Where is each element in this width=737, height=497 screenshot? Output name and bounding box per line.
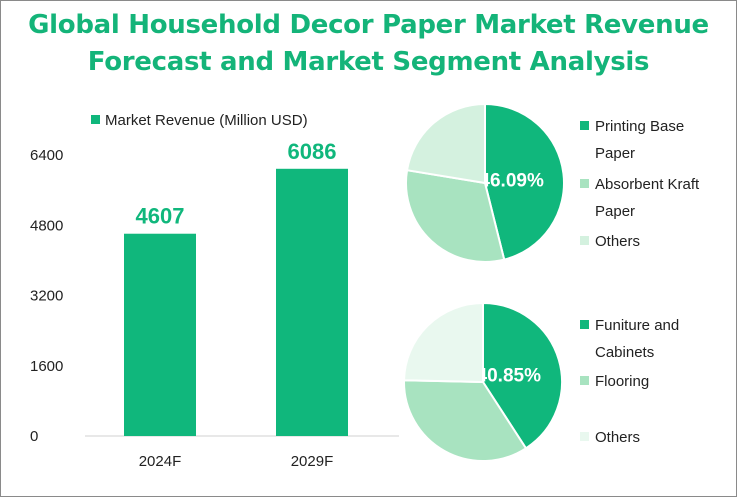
pie-legend-label: Printing Base Paper (595, 118, 684, 162)
y-tick-label: 0 (30, 428, 38, 445)
pie-chart-application: 40.85% (402, 301, 563, 462)
bar-data-label: 6086 (288, 139, 337, 164)
pie-slice (405, 169, 506, 263)
bar-chart: Market Revenue (Million USD) 0 1600 3200 48… (30, 112, 399, 470)
x-tick-label: 2029F (291, 453, 334, 470)
y-tick-label: 4800 (30, 217, 63, 234)
pie-legend-swatch (580, 432, 589, 441)
chart-title-line-1: Global Household Decor Paper Market Reve… (28, 10, 709, 40)
bar-legend-swatch (91, 115, 100, 124)
pie-legend-product-type: Printing Base Paper Absorbent Kraft Paper Ot… (580, 118, 700, 250)
pie-legend-swatch (580, 236, 589, 245)
y-tick-label: 6400 (30, 147, 63, 164)
bars: 4607 6086 (124, 139, 348, 436)
pie-chart-product-type: 46.09% (405, 102, 565, 263)
pie-legend-label: Absorbent Kraft Paper (595, 176, 700, 220)
pie-legend-label: Funiture and Cabinets (595, 317, 679, 361)
pie-legend-label: Others (595, 429, 640, 446)
bar-legend-label: Market Revenue (Million USD) (105, 112, 308, 129)
chart-title-line-2: Forecast and Market Segment Analysis (87, 47, 650, 77)
pie-legend-label: Others (595, 233, 640, 250)
pie-slice (403, 379, 528, 462)
x-axis-labels: 2024F 2029F (139, 453, 334, 470)
bar-2029F (276, 168, 348, 436)
y-tick-label: 3200 (30, 288, 63, 305)
pie-legend-swatch (580, 376, 589, 385)
pie-legend-application: Funiture and Cabinets Flooring Others (580, 317, 679, 446)
pie-slice (484, 102, 565, 261)
y-axis-ticks: 0 1600 3200 4800 6400 (30, 147, 63, 445)
pie-slice-label: 40.85% (477, 365, 542, 386)
pie-legend-swatch (580, 121, 589, 130)
pie-legend-label: Flooring (595, 373, 649, 390)
pie-legend-swatch (580, 179, 589, 188)
pie-slice-label: 46.09% (479, 171, 544, 192)
pie-slice (402, 301, 484, 384)
pie-slice (405, 102, 486, 185)
bar-2024F (124, 233, 196, 436)
x-tick-label: 2024F (139, 453, 182, 470)
y-tick-label: 1600 (30, 358, 63, 375)
bar-data-label: 4607 (136, 204, 185, 229)
pie-legend-swatch (580, 320, 589, 329)
